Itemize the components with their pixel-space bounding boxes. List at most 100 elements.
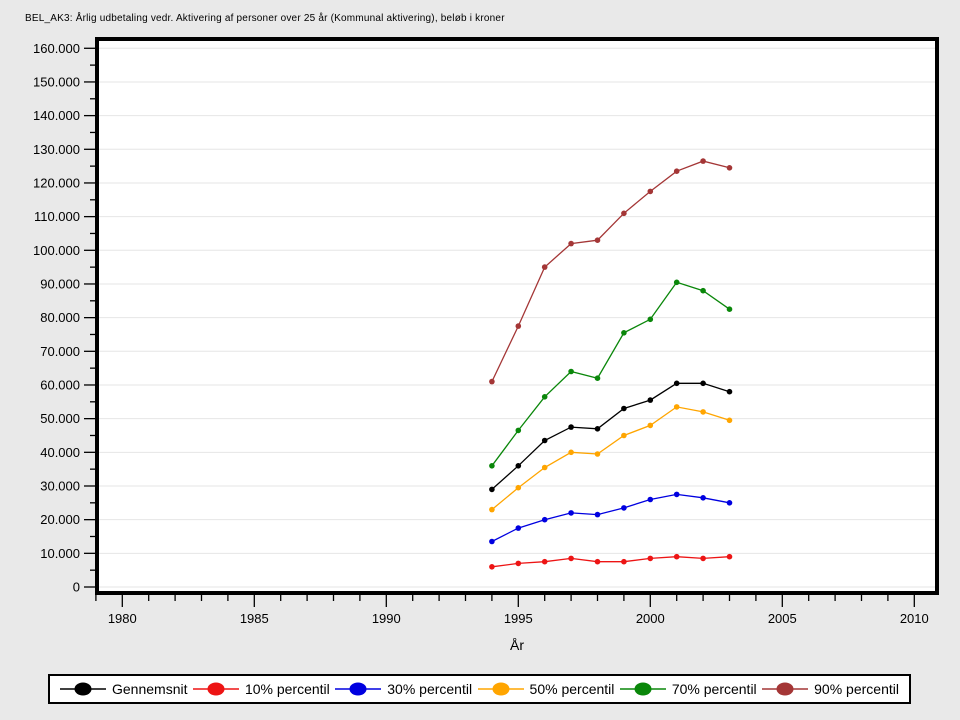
- data-point: [594, 558, 601, 565]
- series-10-percentil: [489, 553, 733, 570]
- data-point: [673, 553, 680, 560]
- data-point: [726, 553, 733, 560]
- series-gennemsnit: [489, 380, 733, 493]
- y-axis: 0 10.000 20.000 30.000 40.000 50.000 60.000 70.…: [33, 41, 95, 595]
- data-point: [568, 555, 574, 562]
- data-point: [568, 240, 574, 247]
- y-axis-tick-label: 130.000: [33, 142, 80, 157]
- data-point: [647, 422, 654, 429]
- x-axis-tick-label: 1995: [504, 611, 533, 626]
- y-axis-tick-label: 60.000: [40, 377, 80, 392]
- data-point: [647, 397, 654, 403]
- data-point: [489, 463, 495, 469]
- data-point: [568, 368, 574, 375]
- data-point: [621, 210, 627, 217]
- data-point: [568, 510, 574, 516]
- data-point: [621, 405, 627, 412]
- series-line: [491, 406, 730, 511]
- legend-marker-icon: [762, 682, 809, 696]
- series-line: [491, 281, 730, 467]
- data-point: [568, 449, 574, 456]
- legend-label: Gennemsnit: [112, 681, 188, 697]
- data-point: [515, 323, 522, 329]
- legend-marker-icon: [192, 682, 239, 696]
- data-point: [594, 375, 601, 382]
- data-point: [621, 558, 627, 565]
- series-line: [491, 493, 730, 543]
- x-axis-tick-label: 1990: [372, 611, 401, 626]
- data-point: [726, 388, 733, 395]
- y-axis-tick-label: 160.000: [33, 41, 80, 56]
- series-line: [491, 556, 730, 568]
- y-axis-tick-label: 50.000: [40, 411, 80, 426]
- data-point: [541, 516, 548, 523]
- data-point: [541, 394, 548, 400]
- data-point: [594, 511, 601, 518]
- y-axis-tick-label: 10.000: [40, 546, 80, 561]
- x-axis-tick-label: 1985: [240, 611, 269, 626]
- legend-marker-icon: [60, 682, 106, 696]
- y-axis-tick-label: 20.000: [40, 512, 80, 527]
- x-axis-tick-label: 2010: [900, 611, 929, 626]
- data-point: [541, 264, 548, 270]
- data-point: [621, 432, 627, 439]
- data-point: [726, 417, 733, 424]
- data-point: [568, 424, 574, 430]
- data-point: [489, 538, 495, 545]
- data-point: [541, 464, 548, 471]
- legend-item-50-percentil: 50% percentil: [477, 681, 614, 697]
- data-point: [700, 409, 706, 415]
- data-point: [700, 495, 706, 501]
- data-point: [594, 451, 601, 457]
- x-axis-title: År: [510, 637, 524, 653]
- data-point: [515, 427, 522, 434]
- legend-marker-icon: [619, 682, 666, 696]
- y-axis-tick-label: 0: [73, 580, 80, 595]
- legend: Gennemsnit 10% percentil 30% percentil 50% …: [48, 674, 911, 704]
- y-axis-tick-label: 80.000: [40, 310, 80, 325]
- series-90-percentil: [489, 158, 733, 385]
- x-axis-tick-label: 1980: [108, 611, 137, 626]
- data-point: [489, 564, 495, 570]
- data-point: [594, 426, 601, 432]
- data-point: [621, 330, 627, 336]
- y-axis-tick-label: 70.000: [40, 344, 80, 359]
- data-point: [647, 496, 654, 503]
- data-point: [673, 168, 680, 174]
- legend-marker-icon: [477, 682, 524, 696]
- gridlines: [99, 47, 935, 588]
- legend-item-90-percentil: 90% percentil: [762, 681, 899, 697]
- data-point: [541, 558, 548, 565]
- legend-item-30-percentil: 30% percentil: [335, 681, 472, 697]
- legend-label: 90% percentil: [814, 681, 899, 697]
- legend-label: 10% percentil: [244, 681, 330, 697]
- data-point: [515, 525, 522, 531]
- series-line: [491, 160, 730, 382]
- data-point: [673, 404, 680, 410]
- data-point: [515, 463, 522, 469]
- y-axis-tick-label: 140.000: [33, 108, 80, 123]
- data-point: [726, 165, 733, 171]
- y-axis-tick-label: 110.000: [34, 209, 80, 224]
- data-point: [726, 500, 733, 506]
- data-point: [541, 437, 548, 444]
- legend-item-70-percentil: 70% percentil: [619, 681, 757, 697]
- y-axis-tick-label: 150.000: [33, 74, 80, 89]
- legend-marker-icon: [335, 682, 382, 696]
- chart-title: BEL_AK3: Årlig udbetaling vedr. Aktiveri…: [25, 13, 505, 24]
- series-30-percentil: [489, 491, 733, 545]
- data-point: [647, 316, 654, 323]
- data-point: [515, 484, 522, 491]
- data-point: [489, 506, 495, 513]
- legend-item-gennemsnit: Gennemsnit: [60, 681, 187, 697]
- data-point: [489, 378, 495, 385]
- x-axis-tick-label: 2005: [768, 611, 797, 626]
- data-point: [621, 505, 627, 511]
- data-point: [700, 287, 706, 294]
- data-point: [594, 237, 601, 243]
- legend-label: 30% percentil: [387, 681, 473, 697]
- data-point: [647, 555, 654, 562]
- plot-area: [95, 37, 939, 595]
